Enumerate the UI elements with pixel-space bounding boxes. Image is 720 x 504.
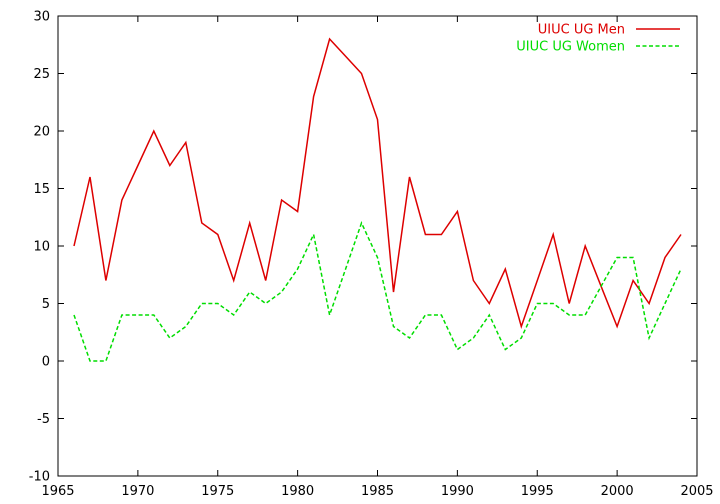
x-tick-label: 1970	[121, 484, 154, 499]
x-tick-label: 2005	[680, 484, 713, 499]
y-tick-label: 30	[33, 10, 50, 25]
y-tick-label: 15	[33, 182, 50, 197]
x-tick-label: 1990	[441, 484, 474, 499]
axis-ticks	[57, 15, 698, 477]
x-tick-label: 2000	[601, 484, 634, 499]
y-tick-label: 5	[42, 297, 50, 312]
y-tick-label: 20	[33, 125, 50, 140]
series-lines	[73, 37, 682, 362]
x-tick-label: 1965	[41, 484, 74, 499]
y-tick-label: 0	[42, 355, 50, 370]
series-line-men	[73, 37, 682, 330]
axis-tick-labels: 1965 1970 1975 1980 1985 1990 1995 2000 2005-10-…	[29, 10, 714, 500]
y-tick-label: 25	[33, 67, 50, 82]
series-line-women	[73, 220, 682, 362]
x-tick-label: 1975	[201, 484, 234, 499]
legend-label: UIUC UG Men	[538, 23, 625, 38]
legend-label: UIUC UG Women	[516, 40, 625, 55]
legend: UIUC UG Men UIUC UG Women	[516, 23, 680, 55]
y-tick-label: 10	[33, 240, 50, 255]
y-tick-label: -10	[29, 470, 50, 485]
x-tick-label: 1985	[361, 484, 394, 499]
x-tick-label: 1980	[281, 484, 314, 499]
y-tick-label: -5	[37, 412, 50, 427]
plot-frame	[57, 15, 698, 477]
x-tick-label: 1995	[521, 484, 554, 499]
